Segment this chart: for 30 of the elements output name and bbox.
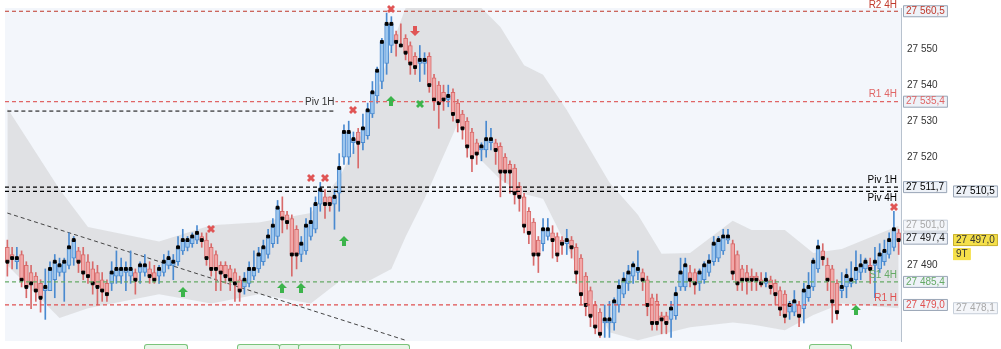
y-tick-label: 27 540	[907, 78, 939, 90]
series-label: Piv 1H	[305, 95, 335, 107]
y-tick-label: 27 497,4	[906, 232, 946, 244]
candlestick	[5, 239, 10, 277]
y2-tick-label: 27 510,5	[956, 185, 996, 197]
candlestick	[403, 34, 408, 61]
ref-line-label: R2 4H	[868, 0, 897, 10]
y-tick-label: 27 530	[907, 114, 939, 126]
y2-tick-label: 27 478,1	[956, 301, 996, 313]
ref-line-label: R1 4H	[868, 88, 897, 100]
ref-line-label: Piv 1H	[867, 173, 897, 185]
y-tick-label: 27 535,4	[906, 95, 946, 107]
candlestick	[275, 200, 280, 245]
y-tick-label: 27 501,0	[906, 219, 946, 231]
y-tick-label: 27 479,0	[906, 298, 946, 310]
text: 9T	[956, 247, 968, 259]
candlestick	[261, 239, 266, 266]
ref-line-label: R1 H	[874, 291, 897, 303]
y2-tick-label: 27 497,0	[956, 233, 996, 245]
candlestick	[19, 250, 24, 288]
y-tick-label: 27 490	[907, 259, 939, 271]
y-tick-label: 27 485,4	[906, 275, 946, 287]
y-tick-label: 27 560,5	[906, 4, 946, 16]
candlestick	[204, 232, 209, 266]
ref-line-label: Piv 4H	[867, 192, 897, 204]
candlestick	[389, 16, 394, 54]
y-tick-label: 27 520	[907, 150, 939, 162]
y-tick-label: 27 511,7	[906, 180, 945, 192]
candlestick	[645, 275, 650, 317]
y-tick-label: 27 550	[907, 42, 939, 54]
